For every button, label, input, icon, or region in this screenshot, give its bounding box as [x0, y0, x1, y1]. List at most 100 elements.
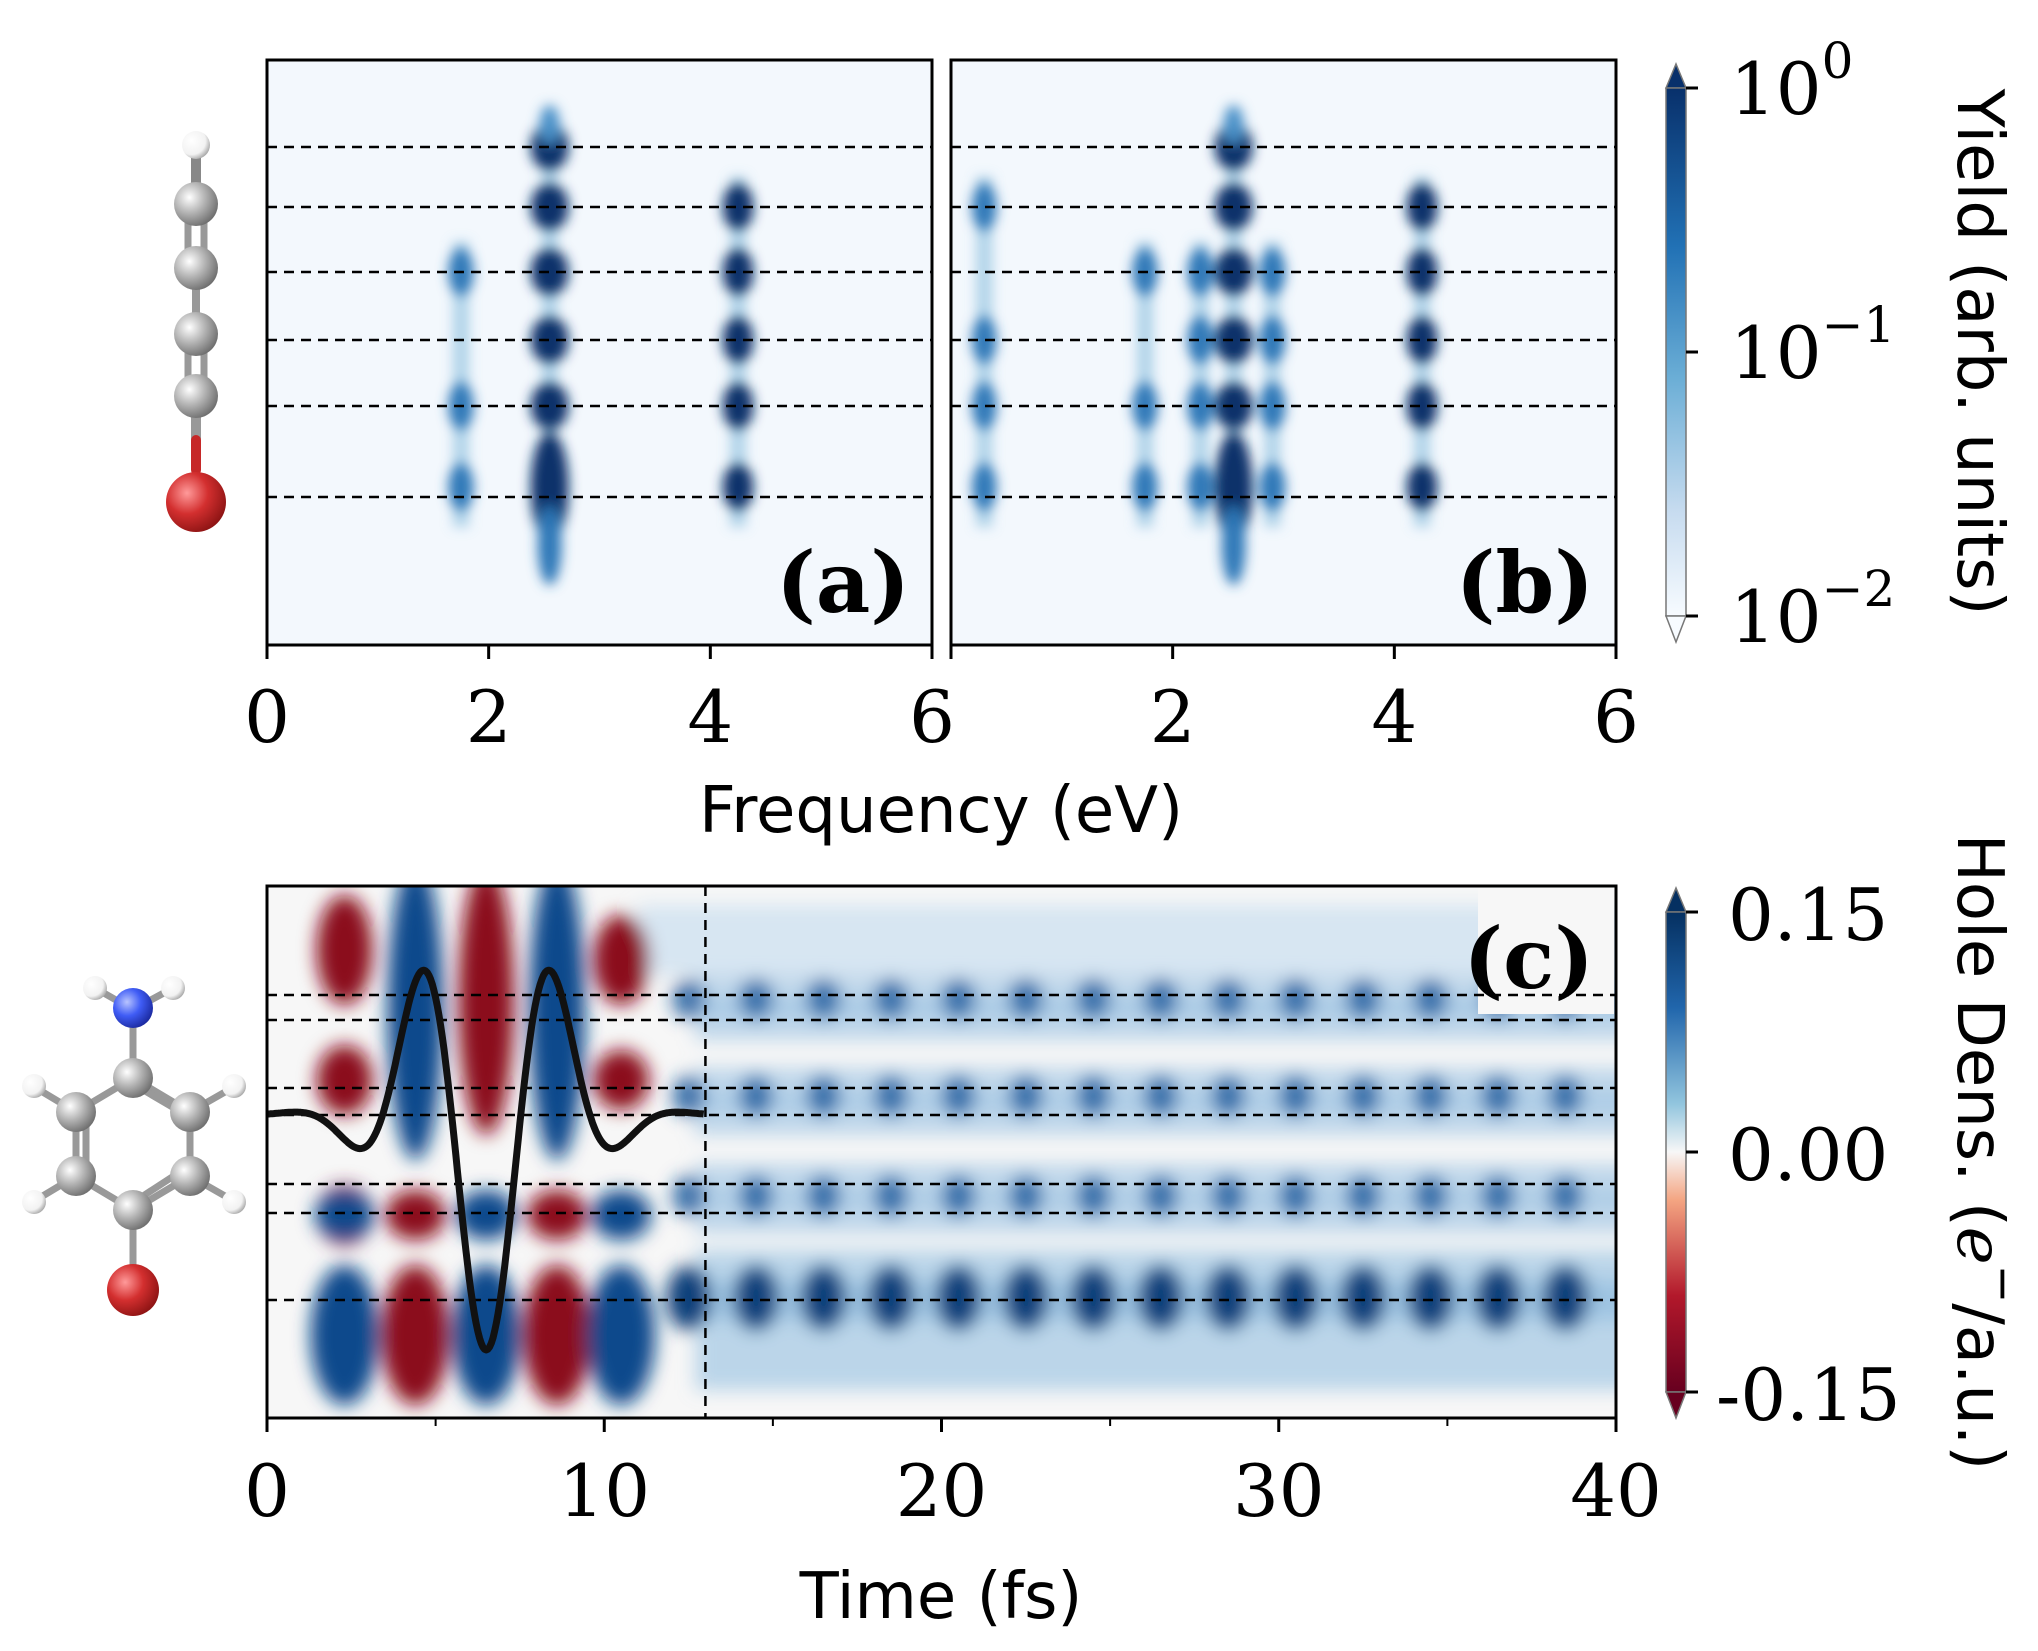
- density-blob: [1279, 1076, 1312, 1116]
- atom-carbon: [113, 1190, 153, 1230]
- atom-nitrogen: [113, 988, 153, 1028]
- panel-a-peaks: [448, 105, 754, 585]
- atom-hydrogen: [182, 131, 210, 159]
- atom-hydrogen: [22, 1074, 46, 1098]
- density-blob: [1549, 1076, 1582, 1116]
- peak-tail: [537, 505, 562, 585]
- density-blob: [942, 1076, 975, 1116]
- colorbar-hole-tick-bottom: -0.15: [1716, 1353, 1901, 1437]
- density-blob: [1071, 1266, 1116, 1330]
- density-blob: [1347, 1176, 1380, 1216]
- panel-c-label-backdrop: [1478, 888, 1614, 1014]
- density-blob: [1212, 1076, 1245, 1116]
- density-blob: [593, 1050, 650, 1110]
- peak-spot: [1406, 382, 1438, 430]
- x-tick-label: 6: [909, 675, 955, 759]
- panel-b-label: (b): [1456, 533, 1594, 632]
- atom-carbon: [170, 1156, 210, 1196]
- peak-tail: [539, 105, 560, 145]
- colorbar-hole-min-extension: [1664, 1391, 1688, 1421]
- panel-c-dashed-lines: [267, 993, 1616, 1302]
- laser-pulse-curve: [265, 966, 706, 1354]
- colorbar-hole-tick-top: 0.15: [1728, 873, 1888, 957]
- peak-spot: [1214, 123, 1253, 171]
- density-blob: [1212, 979, 1245, 1019]
- density-blob: [593, 915, 650, 1005]
- peak-spot: [530, 248, 569, 296]
- density-blob: [1414, 979, 1447, 1019]
- peak-spot: [971, 382, 997, 430]
- peak-spot: [1214, 183, 1253, 231]
- peak-spot: [1214, 316, 1253, 364]
- band-background: [637, 905, 1616, 975]
- panel-a-label: (a): [776, 533, 910, 632]
- density-blob: [1481, 1076, 1514, 1116]
- density-blob: [1077, 1076, 1110, 1116]
- colorbar-hole-max-extension: [1664, 886, 1688, 913]
- peak-spot: [530, 183, 569, 231]
- density-blob: [529, 886, 586, 1160]
- density-blob: [314, 1190, 375, 1240]
- peak-tail: [1223, 105, 1244, 145]
- density-blob: [942, 979, 975, 1019]
- x-axis-label-frequency: Frequency (eV): [699, 774, 1183, 848]
- density-blob: [1549, 1176, 1582, 1216]
- x-tick-label: 30: [1233, 1449, 1325, 1533]
- density-blob: [316, 895, 373, 1005]
- x-tick-label: 0: [244, 675, 290, 759]
- density-blob: [740, 1176, 773, 1216]
- x-tick-label: 6: [1593, 675, 1639, 759]
- density-blob: [672, 1176, 705, 1216]
- density-blob: [1347, 979, 1380, 1019]
- density-blob: [1414, 1076, 1447, 1116]
- density-blob: [874, 1176, 907, 1216]
- density-blob: [523, 1265, 592, 1405]
- peak-spot: [722, 248, 754, 296]
- peak-spot: [1406, 316, 1438, 364]
- density-blob: [1138, 1266, 1183, 1330]
- density-blob: [1003, 1266, 1048, 1330]
- peak-spot: [971, 183, 997, 231]
- panel-a-frame: [265, 58, 934, 647]
- density-blob: [310, 1265, 379, 1405]
- density-blob: [1543, 1266, 1588, 1330]
- peak-spot: [530, 382, 569, 430]
- x-tick-label: 10: [558, 1449, 650, 1533]
- density-blob: [316, 1045, 373, 1115]
- density-blob: [452, 1265, 521, 1405]
- density-blob: [1347, 1076, 1380, 1116]
- density-blob: [666, 1266, 711, 1330]
- density-blob: [807, 1176, 840, 1216]
- colorbar-yield: 100 10−1 10−2 Yield (arb. units): [1664, 32, 2016, 659]
- density-blob: [1408, 1266, 1453, 1330]
- atom-hydrogen: [83, 976, 107, 1000]
- colorbar-hole-label: Hole Dens. (e−/a.u.): [1942, 834, 2031, 1470]
- atom-hydrogen: [161, 976, 185, 1000]
- colorbar-yield-tick-mid: 10−1: [1730, 296, 1895, 395]
- colorbar-hole-tick-mid: 0.00: [1728, 1113, 1888, 1197]
- atom-carbon: [174, 182, 218, 226]
- density-blob: [1279, 1176, 1312, 1216]
- density-blob: [874, 979, 907, 1019]
- density-blob: [868, 1266, 913, 1330]
- peak-spot: [1406, 248, 1438, 296]
- density-blob: [942, 1176, 975, 1216]
- molecule-bromoaniline: [22, 976, 246, 1316]
- density-blob: [1279, 979, 1312, 1019]
- peak-spot: [1187, 316, 1214, 364]
- atom-bromine: [166, 472, 226, 532]
- density-blob: [672, 1076, 705, 1116]
- atom-carbon: [56, 1156, 96, 1196]
- panel-a-dashed-lines: [267, 145, 932, 499]
- peak-spot: [1187, 463, 1214, 511]
- peak-spot: [722, 463, 754, 511]
- x-tick-label: 2: [466, 675, 512, 759]
- density-blob: [456, 1190, 517, 1240]
- panel-b-x-ticks: 2 4 6: [949, 645, 1639, 759]
- peak-spot: [1214, 382, 1253, 430]
- colorbar-hole-density: 0.15 0.00 -0.15 Hole Dens. (e−/a.u.): [1664, 834, 2031, 1470]
- colorbar-yield-min-extension: [1664, 615, 1688, 645]
- atom-hydrogen: [222, 1074, 246, 1098]
- x-tick-label: 2: [1150, 675, 1196, 759]
